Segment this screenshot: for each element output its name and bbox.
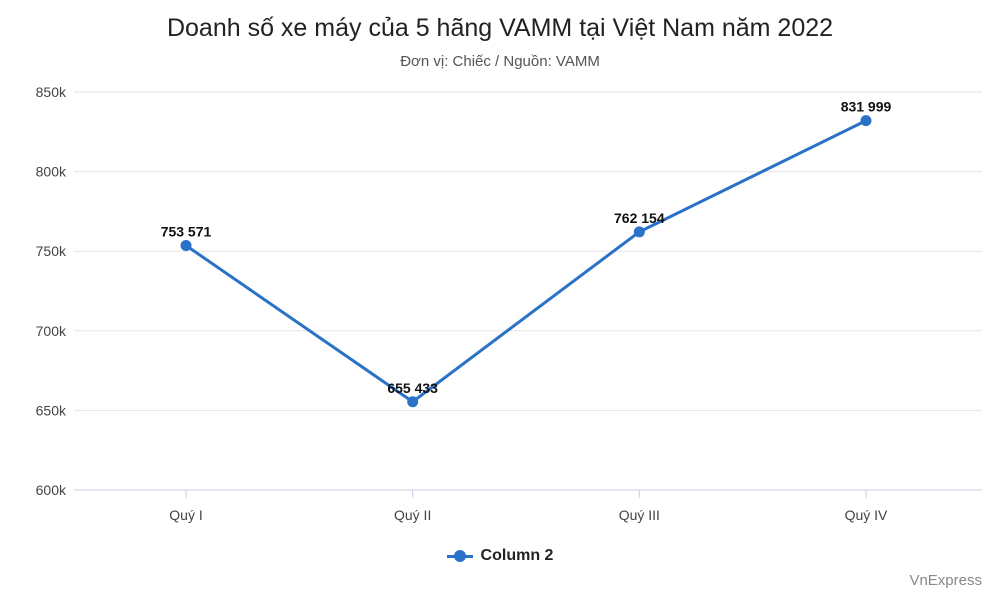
series-line	[185, 119, 867, 404]
legend-label: Column 2	[480, 547, 554, 564]
y-tick-label: 650k	[36, 402, 67, 418]
data-point[interactable]	[180, 240, 192, 252]
data-label: 831 999	[841, 99, 892, 115]
gridlines	[74, 91, 982, 491]
x-tick-label: Quý II	[394, 507, 431, 523]
y-tick-label: 700k	[36, 323, 67, 339]
data-label: 655 433	[387, 380, 438, 396]
y-axis: 600k 650k 700k 750k 800k 850k	[36, 84, 67, 498]
y-tick-label: 600k	[36, 482, 67, 498]
chart-title: Doanh số xe máy của 5 hãng VAMM tại Việt…	[166, 14, 834, 42]
data-point[interactable]	[860, 115, 872, 127]
legend: Column 2	[0, 547, 1000, 565]
y-tick-label: 750k	[36, 243, 67, 259]
chart-subtitle: Đơn vị: Chiếc / Nguồn: VAMM	[400, 53, 600, 70]
y-tick-label: 850k	[36, 84, 67, 100]
legend-swatch-icon	[446, 549, 473, 563]
x-axis: Quý I Quý II Quý III Quý IV	[169, 490, 888, 523]
x-tick-label: Quý I	[169, 507, 202, 523]
series-layer	[180, 115, 872, 408]
data-label: 762 154	[614, 210, 665, 226]
y-tick-label: 800k	[36, 164, 67, 180]
data-point[interactable]	[407, 396, 419, 408]
legend-item-series[interactable]: Column 2	[446, 547, 554, 565]
data-labels: 753 571 655 433 762 154 831 999	[161, 99, 892, 396]
source-credit: VnExpress	[909, 572, 982, 589]
data-point[interactable]	[633, 226, 645, 238]
x-tick-label: Quý III	[619, 507, 660, 523]
x-tick-label: Quý IV	[845, 507, 888, 523]
data-label: 753 571	[161, 224, 212, 240]
